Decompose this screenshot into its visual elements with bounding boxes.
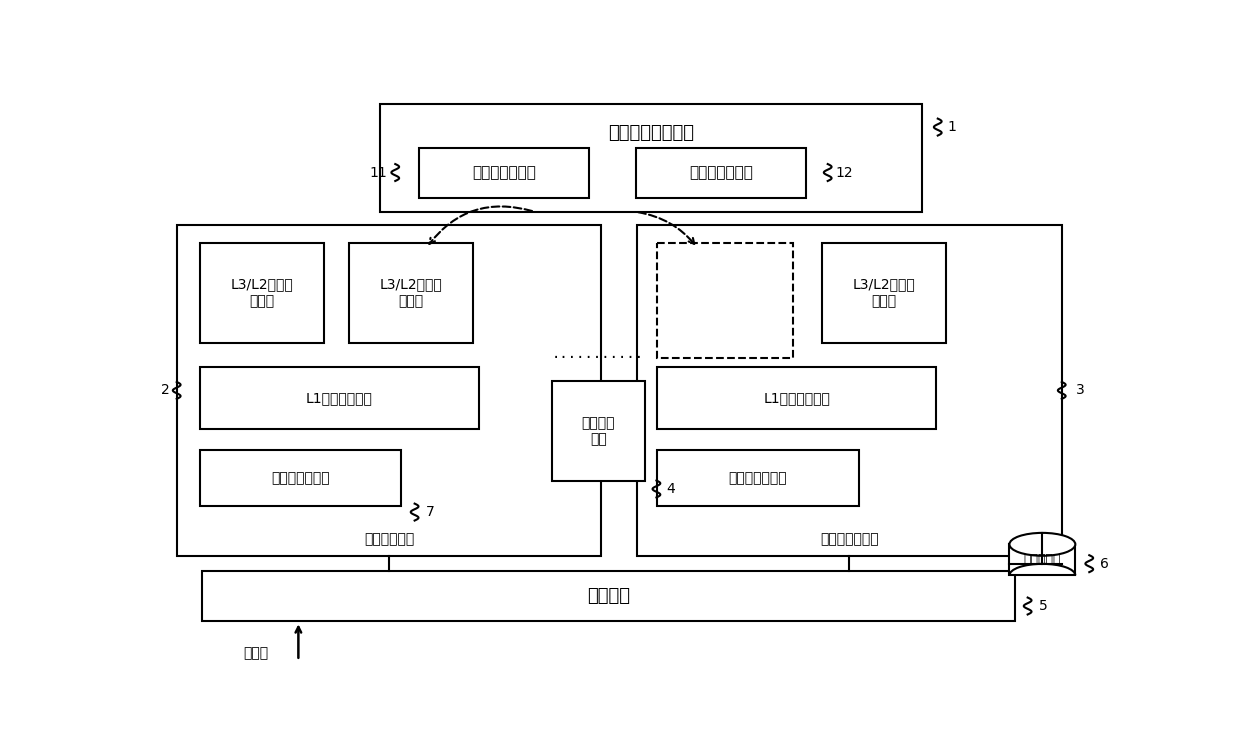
Bar <box>200 243 324 342</box>
Bar <box>552 382 645 481</box>
Text: 虚拟化管理模块: 虚拟化管理模块 <box>272 471 330 485</box>
Text: 源物理服务器: 源物理服务器 <box>363 532 414 546</box>
Bar <box>657 243 792 358</box>
Bar <box>201 572 1016 621</box>
Text: 1: 1 <box>947 120 956 134</box>
Text: 5: 5 <box>1039 599 1048 613</box>
Text: 交换网络: 交换网络 <box>587 587 630 605</box>
Bar <box>637 225 1061 556</box>
Bar <box>635 148 806 198</box>
Text: L1层载波虚拟机: L1层载波虚拟机 <box>764 391 830 405</box>
Text: 虚拟化管理模块: 虚拟化管理模块 <box>729 471 787 485</box>
Bar <box>657 367 936 429</box>
Text: ...........: ........... <box>552 347 645 361</box>
Text: L3/L2层载波
虚拟机: L3/L2层载波 虚拟机 <box>231 278 294 308</box>
Text: 6: 6 <box>1100 556 1109 571</box>
Bar <box>200 367 479 429</box>
Bar <box>821 243 945 342</box>
Text: 迁移管理子模块: 迁移管理子模块 <box>688 165 753 180</box>
Text: 7: 7 <box>427 505 435 519</box>
Text: 3: 3 <box>1076 384 1085 397</box>
Bar <box>1009 544 1075 575</box>
Bar <box>176 225 601 556</box>
Bar <box>419 148 589 198</box>
Text: L3/L2层载波
虚拟机: L3/L2层载波 虚拟机 <box>379 278 443 308</box>
Text: 资源监视子模块: 资源监视子模块 <box>471 165 536 180</box>
Text: 2: 2 <box>161 384 170 397</box>
Bar <box>379 104 923 212</box>
Text: 数据流: 数据流 <box>243 646 268 660</box>
Bar <box>348 243 472 342</box>
Text: L3/L2层载波
虚拟机: L3/L2层载波 虚拟机 <box>852 278 915 308</box>
Text: 载波迁移控制模块: 载波迁移控制模块 <box>608 124 694 142</box>
Text: 4: 4 <box>667 482 676 496</box>
Bar <box>657 451 858 506</box>
Text: 数据缓存
模块: 数据缓存 模块 <box>582 416 615 446</box>
Text: 12: 12 <box>836 166 853 180</box>
Ellipse shape <box>1009 533 1075 556</box>
Text: 11: 11 <box>370 166 387 180</box>
Bar <box>200 451 402 506</box>
Text: 共享存储器: 共享存储器 <box>1024 553 1061 566</box>
Text: L1层载波虚拟机: L1层载波虚拟机 <box>306 391 373 405</box>
Text: 目的物理服务器: 目的物理服务器 <box>820 532 879 546</box>
